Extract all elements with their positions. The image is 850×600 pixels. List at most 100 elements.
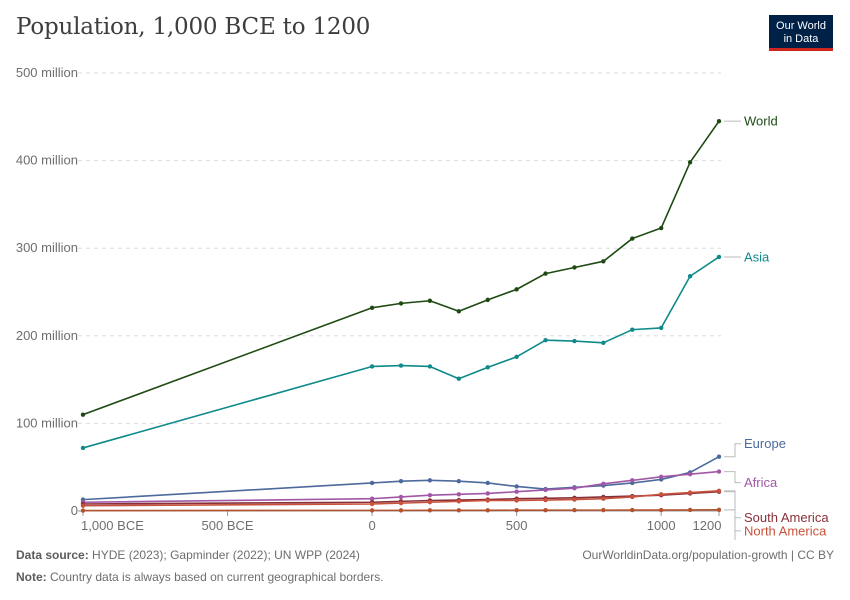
data-point-africa-1100 [687, 472, 693, 477]
data-point-africa-0 [369, 496, 375, 501]
data-point-africa-1200 [716, 469, 722, 474]
data-point-europe-100 [398, 479, 404, 484]
data-point-asia--1000 [80, 445, 86, 451]
data-point-africa-600 [543, 487, 548, 493]
series-line-africa [82, 470, 720, 504]
data-point-oceania-1100 [687, 507, 693, 513]
data-source: Data source: HYDE (2023); Gapminder (202… [16, 548, 360, 562]
data-point-oceania-0 [369, 508, 375, 513]
data-point-world-0 [369, 305, 375, 310]
data-point-world-800 [601, 259, 606, 264]
data-point-oceania-900 [630, 507, 635, 513]
data-point-asia-400 [485, 365, 490, 370]
data-point-world-1100 [687, 160, 693, 165]
data-point-oceania-1200 [716, 507, 722, 513]
data-point-africa-700 [572, 486, 577, 491]
data-point-north-america-100 [398, 500, 404, 506]
series-line-asia [82, 256, 720, 449]
data-point-asia-500 [514, 354, 519, 360]
y-tick-label-4: 400 million [16, 153, 78, 168]
data-point-north-america-1100 [687, 490, 693, 495]
data-point-north-america-0 [369, 501, 375, 507]
data-point-asia-700 [572, 338, 577, 344]
data-point-world-400 [485, 297, 490, 303]
source-url-link[interactable]: OurWorldinData.org/population-growth | C… [582, 548, 834, 562]
data-source-text[interactable]: HYDE (2023); Gapminder (2022); UN WPP (2… [92, 548, 360, 562]
series-line-world [82, 120, 720, 416]
series-label-world: World [744, 114, 778, 129]
series-label-south-america: South America [744, 510, 829, 525]
data-source-label: Data source: [16, 548, 89, 562]
data-point-north-america-800 [601, 496, 606, 501]
series-line-north-america [82, 490, 720, 507]
logo-line-2: in Data [783, 33, 819, 45]
data-point-north-america-400 [485, 498, 490, 503]
series-line-oceania [82, 509, 720, 512]
data-point-north-america-300 [456, 499, 462, 504]
x-tick-label-4: 1000 [647, 518, 676, 533]
data-point-world-1000 [658, 225, 664, 231]
series-label-north-america: North America [744, 523, 827, 538]
data-point-oceania-500 [514, 508, 519, 513]
data-point-world-700 [572, 265, 577, 270]
data-point-oceania-300 [456, 508, 462, 513]
data-point-europe-300 [456, 479, 462, 484]
data-point-africa-100 [398, 494, 404, 500]
label-connector-africa [724, 471, 741, 484]
data-point-oceania-400 [485, 508, 490, 513]
data-point-europe-200 [427, 478, 433, 483]
data-point-asia-300 [456, 376, 462, 381]
data-point-asia-100 [398, 363, 404, 368]
data-point-world-900 [630, 236, 635, 241]
data-point-africa-900 [630, 478, 635, 483]
data-point-north-america--1000 [80, 503, 86, 508]
data-point-world-500 [514, 287, 519, 292]
data-point-africa-800 [601, 481, 606, 487]
x-tick-label-0: 1,000 BCE [81, 518, 144, 533]
owid-logo[interactable]: Our World in Data [769, 15, 833, 51]
data-point-asia-600 [543, 337, 548, 343]
x-tick-label-2: 0 [368, 518, 375, 533]
note-text: Country data is always based on current … [50, 570, 384, 584]
chart-title: Population, 1,000 BCE to 1200 [16, 14, 371, 40]
data-point-oceania--1000 [80, 508, 86, 513]
data-point-world-600 [543, 271, 548, 276]
data-point-world-1200 [716, 118, 722, 124]
data-point-world-300 [456, 309, 462, 314]
series-label-africa: Africa [744, 475, 778, 490]
data-point-world-100 [398, 301, 404, 306]
data-point-asia-900 [630, 327, 635, 332]
label-connector-europe [724, 443, 741, 458]
data-point-asia-1100 [687, 274, 693, 279]
series-line-europe [82, 455, 720, 501]
data-point-asia-1200 [716, 254, 722, 260]
data-point-africa-300 [456, 492, 462, 497]
label-connector-north-america [724, 490, 741, 532]
data-point-europe-500 [514, 484, 519, 489]
series-label-asia: Asia [744, 249, 770, 264]
y-tick-label-3: 300 million [16, 240, 78, 255]
y-tick-label-1: 100 million [16, 415, 78, 430]
data-point-oceania-1000 [658, 507, 664, 513]
data-point-north-america-900 [630, 494, 635, 500]
y-tick-label-0: 0 [71, 503, 78, 518]
data-point-north-america-200 [427, 500, 433, 505]
data-point-asia-200 [427, 364, 433, 369]
data-point-asia-1000 [658, 325, 664, 331]
data-point-north-america-600 [543, 497, 548, 503]
data-point-africa-200 [427, 493, 433, 498]
y-tick-label-5: 500 million [16, 65, 78, 80]
data-point-africa-400 [485, 491, 490, 496]
data-point-oceania-700 [572, 507, 577, 513]
data-point-europe-1200 [716, 454, 722, 459]
x-tick-label-3: 500 [506, 518, 528, 533]
data-point-africa-1000 [658, 474, 664, 480]
data-point-africa-500 [514, 489, 519, 494]
y-tick-label-2: 200 million [16, 328, 78, 343]
data-point-oceania-800 [601, 507, 606, 513]
data-point-world-200 [427, 298, 433, 303]
label-connector-oceania [724, 509, 736, 540]
data-point-oceania-100 [398, 508, 404, 513]
note-label: Note: [16, 570, 47, 584]
label-connector-south-america [724, 491, 741, 519]
